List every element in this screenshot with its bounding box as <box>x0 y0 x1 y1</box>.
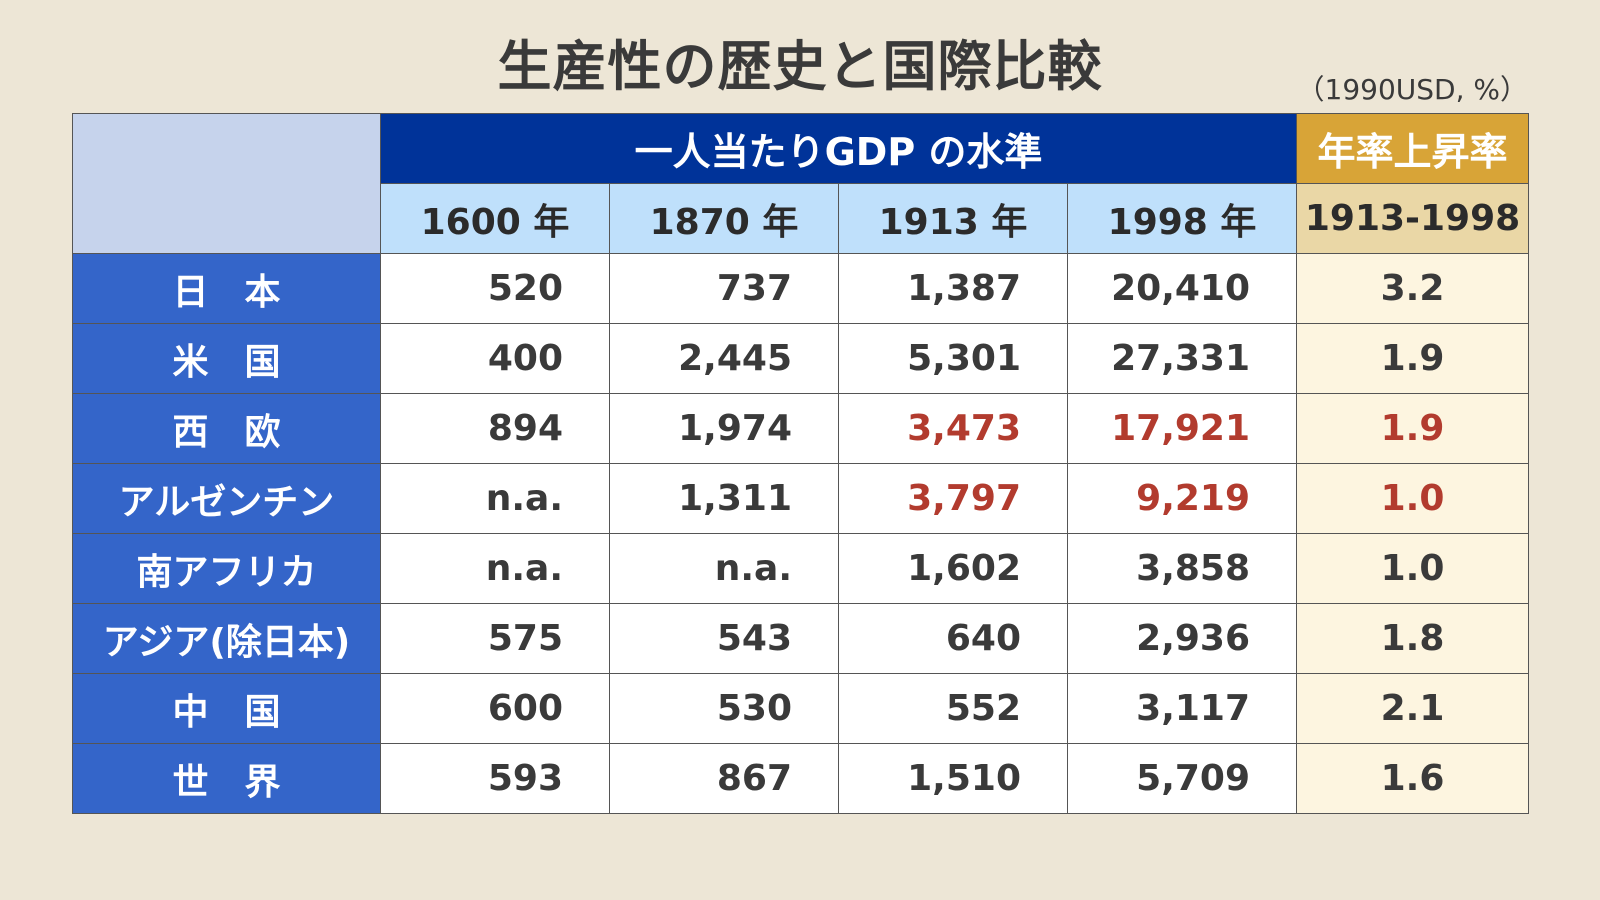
cell-rate: 1.0 <box>1296 463 1530 534</box>
unit-note: （1990USD, %） <box>1296 73 1529 106</box>
cell-1913: 640 <box>838 603 1068 674</box>
cell-1913: 5,301 <box>838 323 1068 394</box>
cell-1998: 3,858 <box>1066 533 1298 604</box>
cell-rate: 1.0 <box>1296 533 1530 604</box>
row-label: 中 国 <box>72 673 381 744</box>
table-row-usa: 米 国 400 2,445 5,301 27,331 1.9 <box>72 323 1530 394</box>
cell-1870: 1,974 <box>609 393 839 464</box>
rate-period-header: 1913-1998 <box>1296 183 1530 254</box>
table-row-asia-ex-japan: アジア(除日本) 575 543 640 2,936 1.8 <box>72 603 1530 674</box>
cell-1600: 575 <box>380 603 610 674</box>
cell-rate: 1.8 <box>1296 603 1530 674</box>
cell-1998: 5,709 <box>1066 743 1298 814</box>
row-label: 日 本 <box>72 253 381 324</box>
cell-1870: 543 <box>609 603 839 674</box>
cell-1998: 27,331 <box>1066 323 1298 394</box>
row-label: アルゼンチン <box>72 463 381 534</box>
table-row-japan: 日 本 520 737 1,387 20,410 3.2 <box>72 253 1530 324</box>
cell-1600: 520 <box>380 253 610 324</box>
cell-1998: 17,921 <box>1066 393 1298 464</box>
table-row-western-europe: 西 欧 894 1,974 3,473 17,921 1.9 <box>72 393 1530 464</box>
row-label: 米 国 <box>72 323 381 394</box>
cell-1870: n.a. <box>609 533 839 604</box>
cell-rate: 3.2 <box>1296 253 1530 324</box>
table-row-south-africa: 南アフリカ n.a. n.a. 1,602 3,858 1.0 <box>72 533 1530 604</box>
cell-1913: 1,602 <box>838 533 1068 604</box>
cell-1600: n.a. <box>380 533 610 604</box>
cell-1913: 1,387 <box>838 253 1068 324</box>
cell-1600: 894 <box>380 393 610 464</box>
cell-rate: 1.9 <box>1296 393 1530 464</box>
cell-1600: 600 <box>380 673 610 744</box>
cell-1998: 20,410 <box>1066 253 1298 324</box>
cell-1998: 9,219 <box>1066 463 1298 534</box>
row-label: 世 界 <box>72 743 381 814</box>
cell-1913: 1,510 <box>838 743 1068 814</box>
cell-1913: 3,797 <box>838 463 1068 534</box>
table-row-world: 世 界 593 867 1,510 5,709 1.6 <box>72 743 1530 814</box>
cell-1600: 400 <box>380 323 610 394</box>
gdp-table: 一人当たりGDP の水準 年率上昇率 1600 年 1870 年 1913 年 … <box>72 113 1530 814</box>
year-header-1600: 1600 年 <box>380 183 610 254</box>
page-title: 生産性の歴史と国際比較 <box>497 35 1103 98</box>
cell-1998: 2,936 <box>1066 603 1298 674</box>
cell-1913: 3,473 <box>838 393 1068 464</box>
cell-1870: 2,445 <box>609 323 839 394</box>
table-row-china: 中 国 600 530 552 3,117 2.1 <box>72 673 1530 744</box>
cell-1870: 530 <box>609 673 839 744</box>
cell-rate: 1.6 <box>1296 743 1530 814</box>
table-row-argentina: アルゼンチン n.a. 1,311 3,797 9,219 1.0 <box>72 463 1530 534</box>
row-label: 南アフリカ <box>72 533 381 604</box>
year-header-1870: 1870 年 <box>609 183 839 254</box>
row-label: 西 欧 <box>72 393 381 464</box>
corner-cell <box>72 113 381 254</box>
cell-1998: 3,117 <box>1066 673 1298 744</box>
year-header-1913: 1913 年 <box>838 183 1068 254</box>
rate-group-header: 年率上昇率 <box>1296 113 1530 184</box>
cell-rate: 2.1 <box>1296 673 1530 744</box>
cell-1913: 552 <box>838 673 1068 744</box>
cell-1870: 737 <box>609 253 839 324</box>
cell-1870: 867 <box>609 743 839 814</box>
cell-1600: n.a. <box>380 463 610 534</box>
gdp-group-header: 一人当たりGDP の水準 <box>379 113 1298 184</box>
cell-1600: 593 <box>380 743 610 814</box>
year-header-1998: 1998 年 <box>1066 183 1298 254</box>
cell-rate: 1.9 <box>1296 323 1530 394</box>
cell-1870: 1,311 <box>609 463 839 534</box>
row-label: アジア(除日本) <box>72 603 381 674</box>
